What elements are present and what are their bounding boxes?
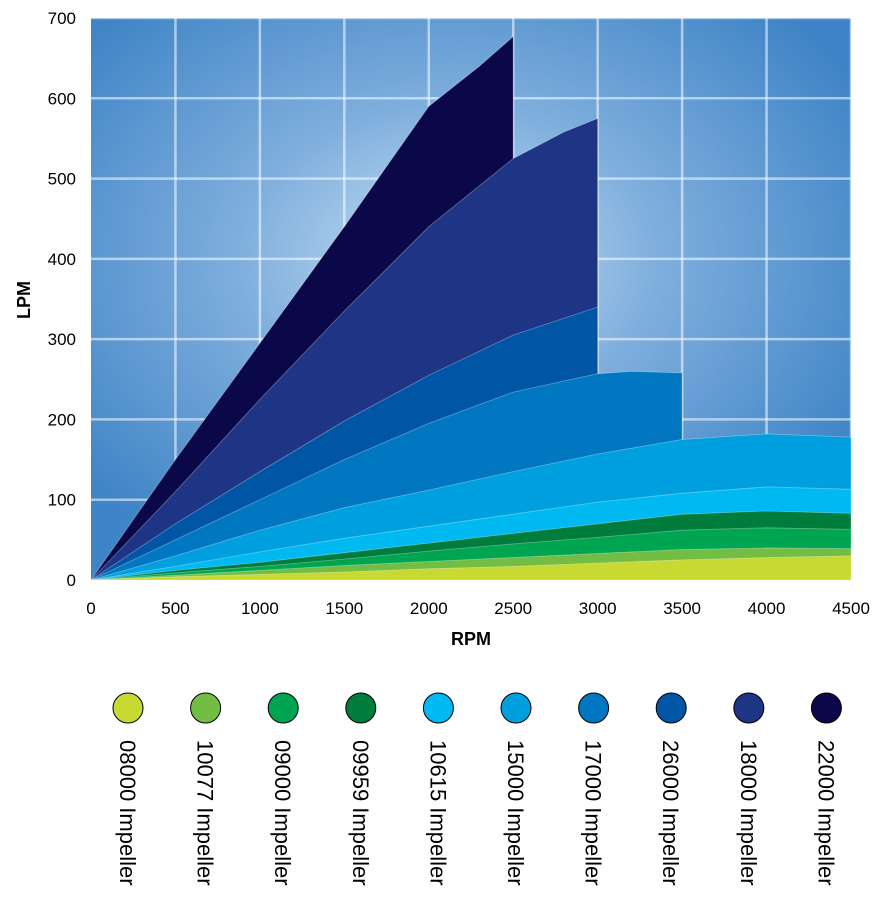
series-areas [89,35,852,581]
y-tick-label: 0 [67,571,76,590]
legend: 08000 Impeller 10077 Impeller 09000 Impell… [112,692,842,886]
x-tick-label: 4500 [832,599,870,618]
legend-label: 08000 Impeller [115,740,140,886]
legend-label: 09000 Impeller [270,740,295,886]
x-tick-label: 3000 [579,599,617,618]
legend-label: 18000 Impeller [736,740,761,886]
y-tick-label: 400 [48,250,76,269]
legend-label: 26000 Impeller [658,740,683,886]
legend-label: 09959 Impeller [348,740,373,886]
x-tick-label: 500 [161,599,189,618]
legend-swatch [733,692,765,724]
x-tick-label: 2500 [494,599,532,618]
y-tick-label: 700 [48,9,76,28]
x-tick-label: 0 [86,599,95,618]
legend-swatch [810,692,842,724]
y-axis-label: LPM [14,281,34,319]
legend-swatch [112,692,144,724]
legend-label: 17000 Impeller [581,740,606,886]
legend-swatch [500,692,532,724]
y-axis-ticks: 0 100 200 300 400 500 600 700 [48,9,76,590]
y-tick-label: 300 [48,330,76,349]
legend-swatch [267,692,299,724]
legend-label: 10077 Impeller [193,740,218,886]
legend-swatch [190,692,222,724]
y-tick-label: 200 [48,410,76,429]
y-tick-label: 600 [48,89,76,108]
legend-label: 15000 Impeller [503,740,528,886]
legend-swatch [345,692,377,724]
x-tick-label: 1000 [241,599,279,618]
x-tick-label: 2000 [410,599,448,618]
legend-swatch [578,692,610,724]
legend-label: 22000 Impeller [813,740,838,886]
legend-label: 10615 Impeller [425,740,450,886]
x-axis-ticks: 0 500 1000 1500 2000 2500 3000 3500 4000 4500 [86,599,870,618]
y-tick-label: 500 [48,170,76,189]
legend-swatch [655,692,687,724]
x-tick-label: 1500 [325,599,363,618]
x-axis-label: RPM [451,629,491,649]
x-tick-label: 4000 [748,599,786,618]
y-tick-label: 100 [48,491,76,510]
legend-swatch [422,692,454,724]
area-08000 [90,555,852,581]
x-tick-label: 3500 [663,599,701,618]
